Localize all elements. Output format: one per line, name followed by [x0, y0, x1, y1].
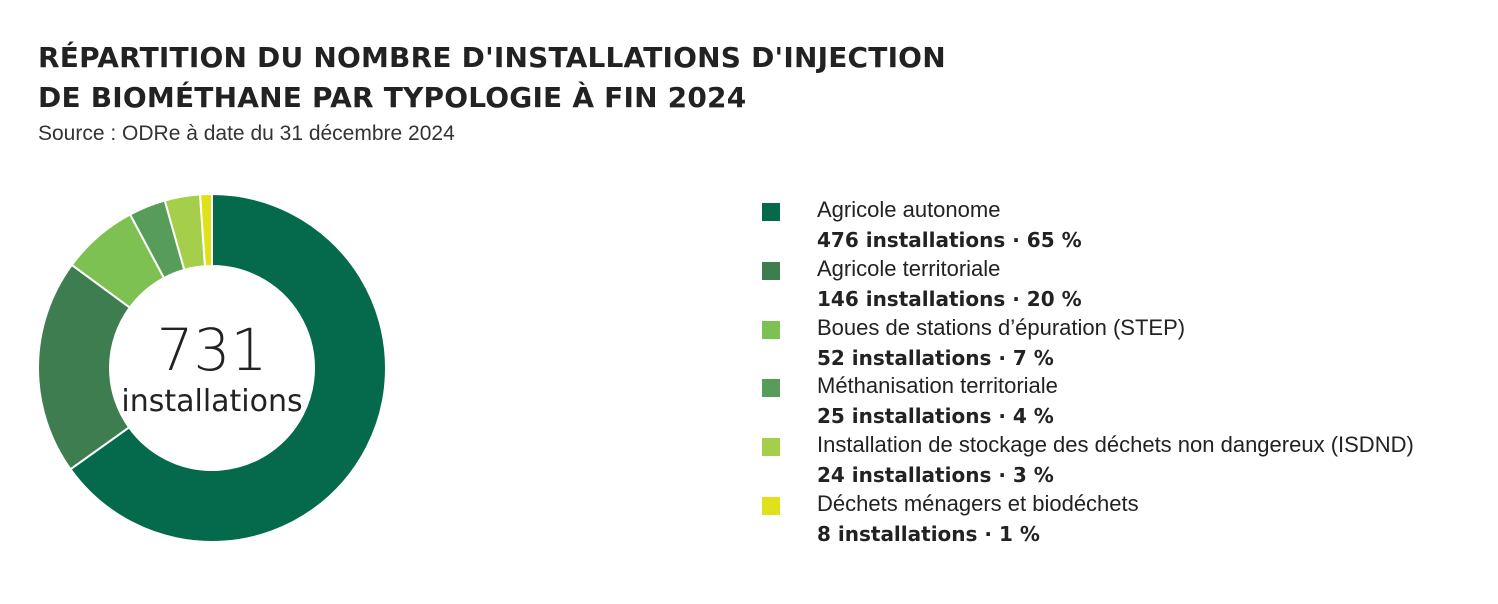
chart-title: RÉPARTITION DU NOMBRE D'INSTALLATIONS D'…	[38, 38, 946, 118]
legend-value: 8 installations · 1 %	[817, 521, 1040, 546]
legend-label: Méthanisation territoriale	[817, 373, 1058, 399]
legend-value: 146 installations · 20 %	[817, 286, 1082, 311]
legend-swatch	[762, 379, 780, 398]
legend-label: Agricole territoriale	[817, 255, 1001, 281]
donut-slice	[198, 192, 213, 268]
chart-title-line-2: DE BIOMÉTHANE PAR TYPOLOGIE À FIN 2024	[38, 81, 747, 114]
legend-value: 476 installations · 65 %	[817, 228, 1082, 252]
legend-value: 24 installations · 3 %	[817, 463, 1054, 488]
donut-center-total: 731	[157, 316, 268, 384]
donut-slice	[69, 192, 387, 543]
legend-label: Agricole autonome	[817, 197, 1001, 222]
legend-label: Boues de stations d’épuration (STEP)	[817, 314, 1186, 340]
donut-center-unit: installations	[121, 384, 302, 419]
chart-source: Source : ODRe à date du 31 décembre 2024	[38, 122, 455, 145]
legend-swatch	[762, 438, 780, 457]
legend-swatch	[762, 320, 780, 339]
legend-swatch	[762, 203, 780, 221]
legend-value: 52 installations · 7 %	[817, 345, 1054, 370]
chart-title-line-1: RÉPARTITION DU NOMBRE D'INSTALLATIONS D'…	[38, 41, 946, 74]
donut-slices	[37, 192, 387, 543]
donut-chart: 731 installations	[37, 192, 387, 543]
legend-swatch	[762, 261, 780, 280]
legend-value: 25 installations · 4 %	[817, 404, 1054, 429]
legend-label: Installation de stockage des déchets non…	[817, 432, 1414, 458]
legend-swatch	[762, 496, 780, 515]
legend-label: Déchets ménagers et biodéchets	[817, 490, 1139, 516]
